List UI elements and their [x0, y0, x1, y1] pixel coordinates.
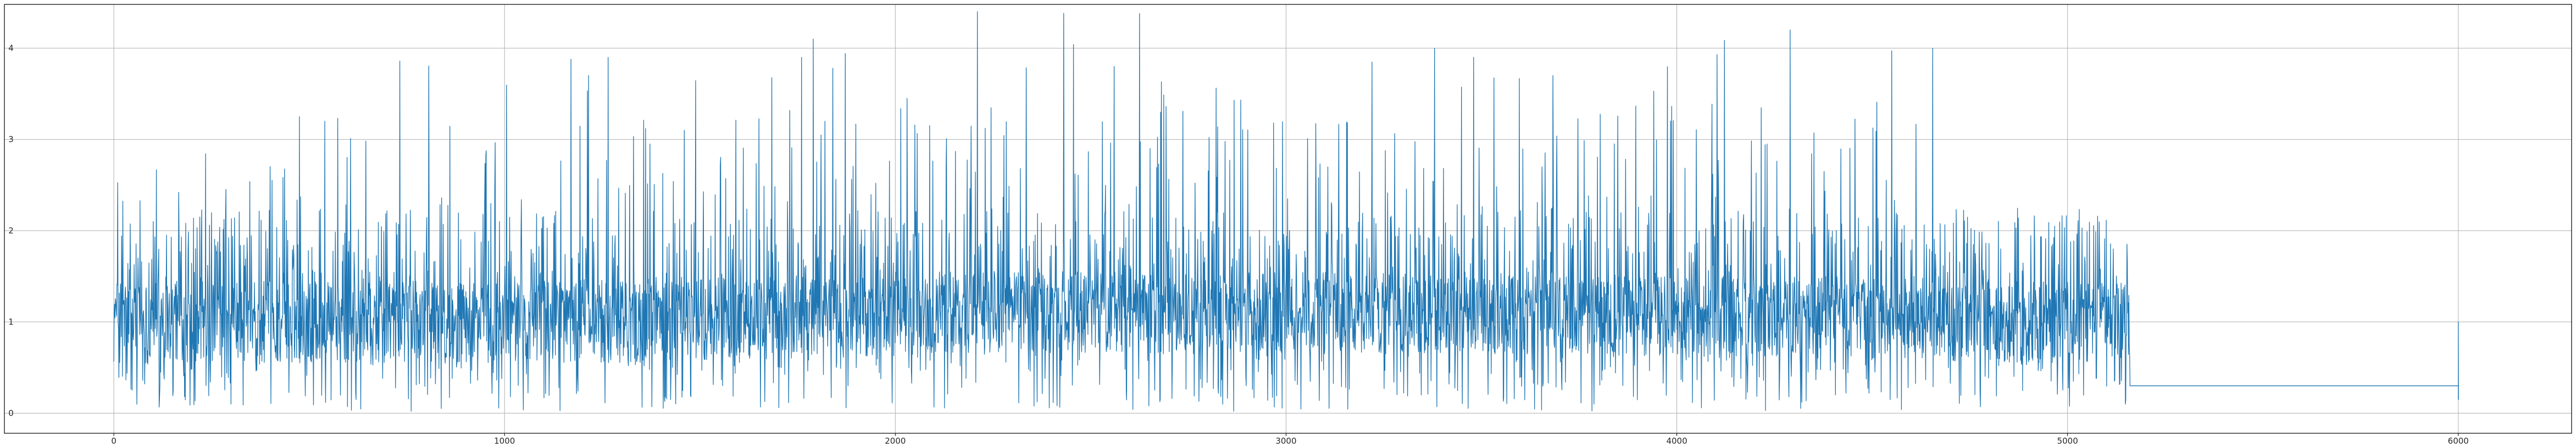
x-tick-label: 2000	[885, 436, 906, 446]
y-tick-label: 1	[8, 317, 14, 327]
x-tick-label: 1000	[494, 436, 515, 446]
y-axis-ticks: 0 1 2 3 4	[8, 43, 14, 418]
x-tick-label: 6000	[2448, 436, 2469, 446]
y-tick-label: 2	[8, 226, 14, 236]
x-tick-label: 4000	[1666, 436, 1687, 446]
plot-frame	[4, 4, 2572, 434]
x-tick-label: 3000	[1275, 436, 1296, 446]
x-axis-ticks: 0 1000 2000 3000 4000 5000 6000	[111, 433, 2469, 446]
x-tick-label: 5000	[2057, 436, 2078, 446]
y-tick-label: 3	[8, 135, 14, 145]
x-tick-label: 0	[111, 436, 116, 446]
y-tick-label: 4	[8, 43, 14, 53]
series-line	[113, 11, 2459, 412]
y-tick-label: 0	[8, 408, 14, 418]
